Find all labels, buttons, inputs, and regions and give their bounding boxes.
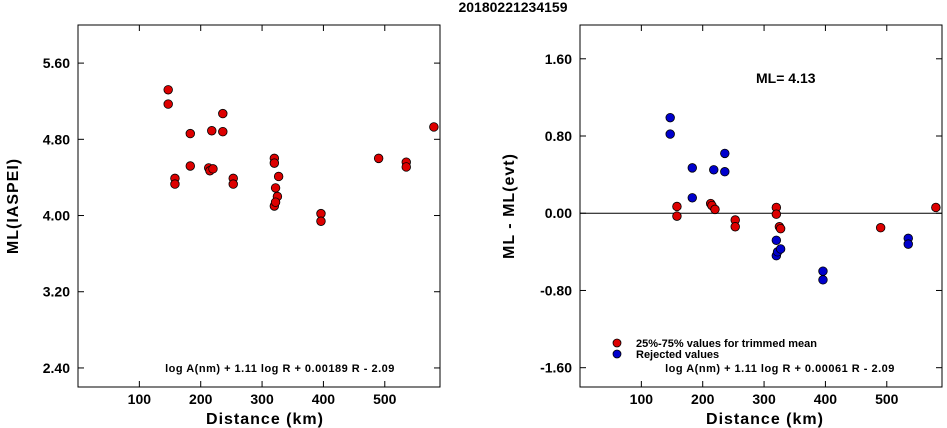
left-data-point-series-0 (269, 158, 280, 168)
right-data-point-series-0 (672, 201, 682, 212)
legend-label-rejected: Rejected values (636, 349, 719, 361)
right-data-point-series-0 (875, 223, 886, 233)
legend-marker-rejected (612, 349, 622, 359)
left-data-point-series-0 (163, 99, 173, 109)
left-x-tick-label: 500 (373, 391, 397, 407)
right-formula: log A(nm) + 1.11 log R + 0.00061 R - 2.0… (665, 363, 895, 375)
left-x-tick-label: 100 (128, 391, 152, 407)
left-data-point-series-0 (401, 162, 411, 172)
legend: 25%-75% values for trimmed mean Rejected… (612, 338, 817, 361)
left-x-tick-label: 300 (250, 391, 274, 407)
left-data-point-series-0 (373, 153, 384, 164)
left-data-point-series-0 (185, 128, 195, 139)
left-y-tick-label: 5.60 (43, 55, 70, 71)
right-y-tick-label: 0.00 (545, 205, 572, 221)
left-y-axis-label: ML(IASPEI) (5, 158, 22, 254)
right-x-tick-label: 100 (630, 391, 654, 407)
right-panel: ML - ML(evt) Distance (km) ML= 4.13 log … (501, 24, 943, 428)
right-points (665, 112, 941, 285)
right-y-tick-label: -0.80 (540, 282, 572, 298)
left-data-point-series-0 (170, 179, 180, 189)
legend-marker-trimmed (612, 338, 622, 348)
left-data-point-series-0 (429, 122, 439, 132)
right-y-tick-label: 1.60 (545, 51, 572, 67)
left-y-tick-label: 2.40 (43, 360, 70, 376)
right-x-tick-label: 400 (814, 391, 838, 407)
right-data-point-series-1 (818, 266, 828, 276)
left-formula: log A(nm) + 1.11 log R + 0.00189 R - 2.0… (165, 363, 395, 375)
left-x-tick-label: 400 (312, 391, 336, 407)
right-y-tick-label: 0.80 (545, 128, 572, 144)
right-ticks: 100 200 300 400 500 -1.60 -0.80 0.00 0.80 1.60 (540, 25, 942, 407)
right-data-point-series-1 (687, 163, 697, 173)
left-data-point-series-0 (208, 164, 218, 174)
right-data-point-series-1 (903, 239, 913, 249)
left-y-tick-label: 3.20 (43, 284, 70, 300)
right-data-point-series-1 (709, 165, 719, 175)
right-data-point-series-0 (710, 204, 720, 215)
right-data-point-series-1 (771, 235, 782, 245)
right-x-tick-label: 200 (691, 391, 715, 407)
right-x-tick-label: 300 (752, 391, 776, 407)
right-data-point-series-1 (687, 193, 697, 203)
right-x-tick-label: 500 (875, 391, 899, 407)
left-y-tick-label: 4.00 (43, 208, 70, 224)
right-data-point-series-1 (720, 167, 730, 177)
legend-label-trimmed: 25%-75% values for trimmed mean (636, 338, 817, 350)
right-data-point-series-0 (672, 211, 682, 221)
right-data-point-series-0 (775, 223, 786, 234)
right-data-point-series-1 (665, 112, 675, 123)
right-data-point-series-1 (775, 244, 786, 254)
left-data-point-series-0 (218, 126, 228, 137)
right-data-point-series-1 (818, 275, 828, 285)
right-plot-frame (579, 24, 943, 388)
left-x-axis-label: Distance (km) (206, 411, 324, 428)
right-data-point-series-1 (665, 129, 675, 139)
left-panel: ML(IASPEI) Distance (km) log A(nm) + 1.1… (5, 24, 441, 428)
left-data-point-series-0 (270, 183, 281, 193)
ml-value-text: ML= 4.13 (756, 70, 816, 86)
left-ticks: 100 200 300 400 500 2.40 3.20 4.00 4.80 5.60 (43, 25, 440, 407)
left-data-point-series-0 (228, 179, 238, 189)
right-data-point-series-0 (730, 222, 740, 232)
right-y-tick-label: -1.60 (540, 360, 572, 376)
left-x-tick-label: 200 (189, 391, 213, 407)
left-data-point-series-0 (218, 108, 228, 119)
left-points (163, 85, 439, 226)
right-data-point-series-0 (771, 209, 782, 219)
left-data-point-series-0 (163, 85, 173, 95)
left-y-tick-label: 4.80 (43, 131, 70, 147)
left-data-point-series-0 (207, 126, 217, 136)
left-data-point-series-0 (185, 161, 195, 171)
right-y-axis-label: ML - ML(evt) (501, 153, 518, 259)
left-plot-frame (77, 24, 441, 388)
right-data-point-series-0 (931, 202, 941, 213)
left-data-point-series-0 (316, 216, 326, 226)
left-data-point-series-0 (270, 197, 281, 207)
right-data-point-series-1 (720, 148, 730, 159)
left-data-point-series-0 (273, 171, 284, 182)
right-x-axis-label: Distance (km) (706, 411, 824, 428)
chart-title: 20180221234159 (458, 0, 567, 15)
